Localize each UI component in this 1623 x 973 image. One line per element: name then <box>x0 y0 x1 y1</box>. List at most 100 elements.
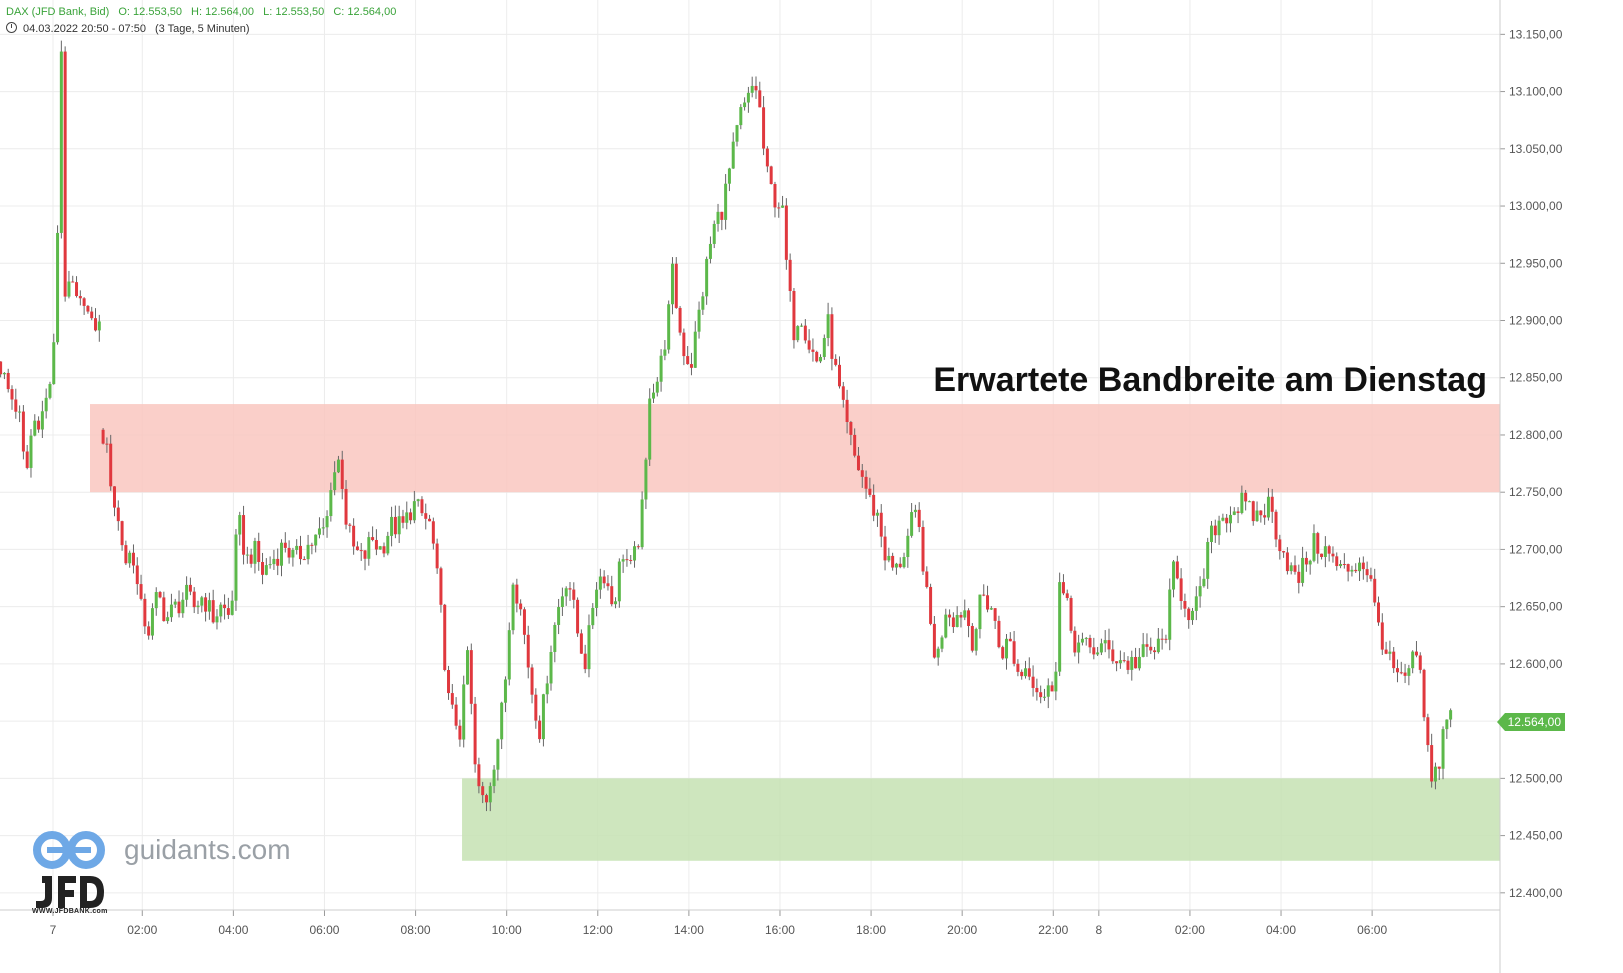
candle-down <box>469 650 473 704</box>
candle-up <box>746 92 750 103</box>
candle-down <box>310 544 314 546</box>
candle-up <box>333 472 337 491</box>
candle-up <box>234 534 238 601</box>
candle-down <box>583 653 587 670</box>
candle-up <box>1449 710 1453 720</box>
candle-down <box>986 595 990 610</box>
candle-down <box>192 591 196 608</box>
candle-down <box>1373 578 1377 603</box>
candle-down <box>1065 593 1069 599</box>
candle-up <box>416 499 420 502</box>
candle-down <box>177 601 181 614</box>
candle-up <box>1130 656 1134 670</box>
candle-down <box>249 554 253 564</box>
candle-up <box>1407 668 1411 676</box>
jfd-logo-icon <box>33 831 105 908</box>
price-tick-label: 12.900,00 <box>1509 314 1563 328</box>
candle-up <box>621 559 625 562</box>
candle-up <box>1168 589 1172 640</box>
candle-up <box>321 527 325 529</box>
candle-up <box>796 326 800 341</box>
time-tick-label: 06:00 <box>1357 923 1387 937</box>
candle-up <box>44 397 48 412</box>
candle-up <box>560 596 564 608</box>
candle-down <box>1008 638 1012 642</box>
candle-down <box>788 259 792 292</box>
candle-down <box>352 525 356 547</box>
candle-down <box>1395 668 1399 673</box>
candle-up <box>511 584 515 631</box>
candle-up <box>196 605 200 608</box>
candle-down <box>112 486 116 508</box>
candle-up <box>1255 510 1259 522</box>
candle-up <box>150 608 154 636</box>
candle-down <box>1012 641 1016 664</box>
candle-down <box>1160 638 1164 640</box>
candle-up <box>1058 582 1062 672</box>
candle-down <box>1050 685 1054 692</box>
candle-down <box>0 361 3 375</box>
candle-down <box>355 546 359 551</box>
candle-down <box>420 499 424 514</box>
candle-up <box>1232 511 1236 515</box>
candle-up <box>1099 643 1103 653</box>
candle-down <box>226 608 230 615</box>
candle-up <box>1312 533 1316 561</box>
candle-up <box>1137 656 1141 669</box>
time-tick-label: 7 <box>50 923 57 937</box>
candle-up <box>507 630 511 680</box>
candle-down <box>925 571 929 587</box>
instrument-ohlc-line: DAX (JFD Bank, Bid) O: 12.553,50 H: 12.5… <box>6 6 402 18</box>
candles <box>0 40 1453 812</box>
candle-up <box>238 515 242 535</box>
candle-down <box>14 399 18 412</box>
candle-up <box>693 331 697 368</box>
candle-down <box>1270 496 1274 512</box>
candle-down <box>1282 551 1286 553</box>
candle-up <box>295 545 299 550</box>
candle-up <box>1141 644 1145 657</box>
time-axis: 7 02:00 04:00 06:00 08:00 10:00 12:00 14:00 16:0… <box>0 909 1500 937</box>
candle-down <box>374 539 378 550</box>
candle-down <box>959 614 963 618</box>
price-tick-label: 12.850,00 <box>1509 371 1563 385</box>
candle-up <box>280 542 284 566</box>
candle-up <box>367 537 371 559</box>
candle-up <box>390 516 394 536</box>
support-zone <box>462 778 1500 861</box>
candle-down <box>1285 552 1289 572</box>
candle-up <box>894 563 898 568</box>
candle-up <box>708 243 712 259</box>
open-value: O: 12.553,50 <box>118 6 182 18</box>
candle-up <box>405 512 409 523</box>
candle-up <box>2 372 6 375</box>
candle-up <box>1054 671 1058 692</box>
candle-down <box>1278 539 1282 552</box>
candle-down <box>1153 650 1157 653</box>
candle-down <box>1320 553 1324 557</box>
candle-down <box>401 516 405 523</box>
candle-down <box>1027 668 1031 677</box>
candle-up <box>978 594 982 630</box>
time-tick-label: 12:00 <box>583 923 613 937</box>
candle-down <box>784 205 788 260</box>
candle-up <box>587 625 591 670</box>
candle-down <box>1107 640 1111 650</box>
candle-down <box>1316 533 1320 554</box>
candle-down <box>458 725 462 740</box>
candle-down <box>1111 649 1115 662</box>
candle-down <box>625 559 629 561</box>
candle-down <box>147 626 151 636</box>
candle-up <box>1266 496 1270 518</box>
candle-up <box>200 597 204 606</box>
candle-down <box>970 626 974 651</box>
candle-down <box>158 592 162 598</box>
candle-up <box>33 420 37 436</box>
clock-icon <box>6 22 17 33</box>
candle-down <box>674 263 678 308</box>
candle-down <box>143 598 147 627</box>
candle-up <box>1388 651 1392 654</box>
candle-down <box>538 720 542 740</box>
candle-down <box>720 211 724 220</box>
candle-down <box>454 704 458 726</box>
